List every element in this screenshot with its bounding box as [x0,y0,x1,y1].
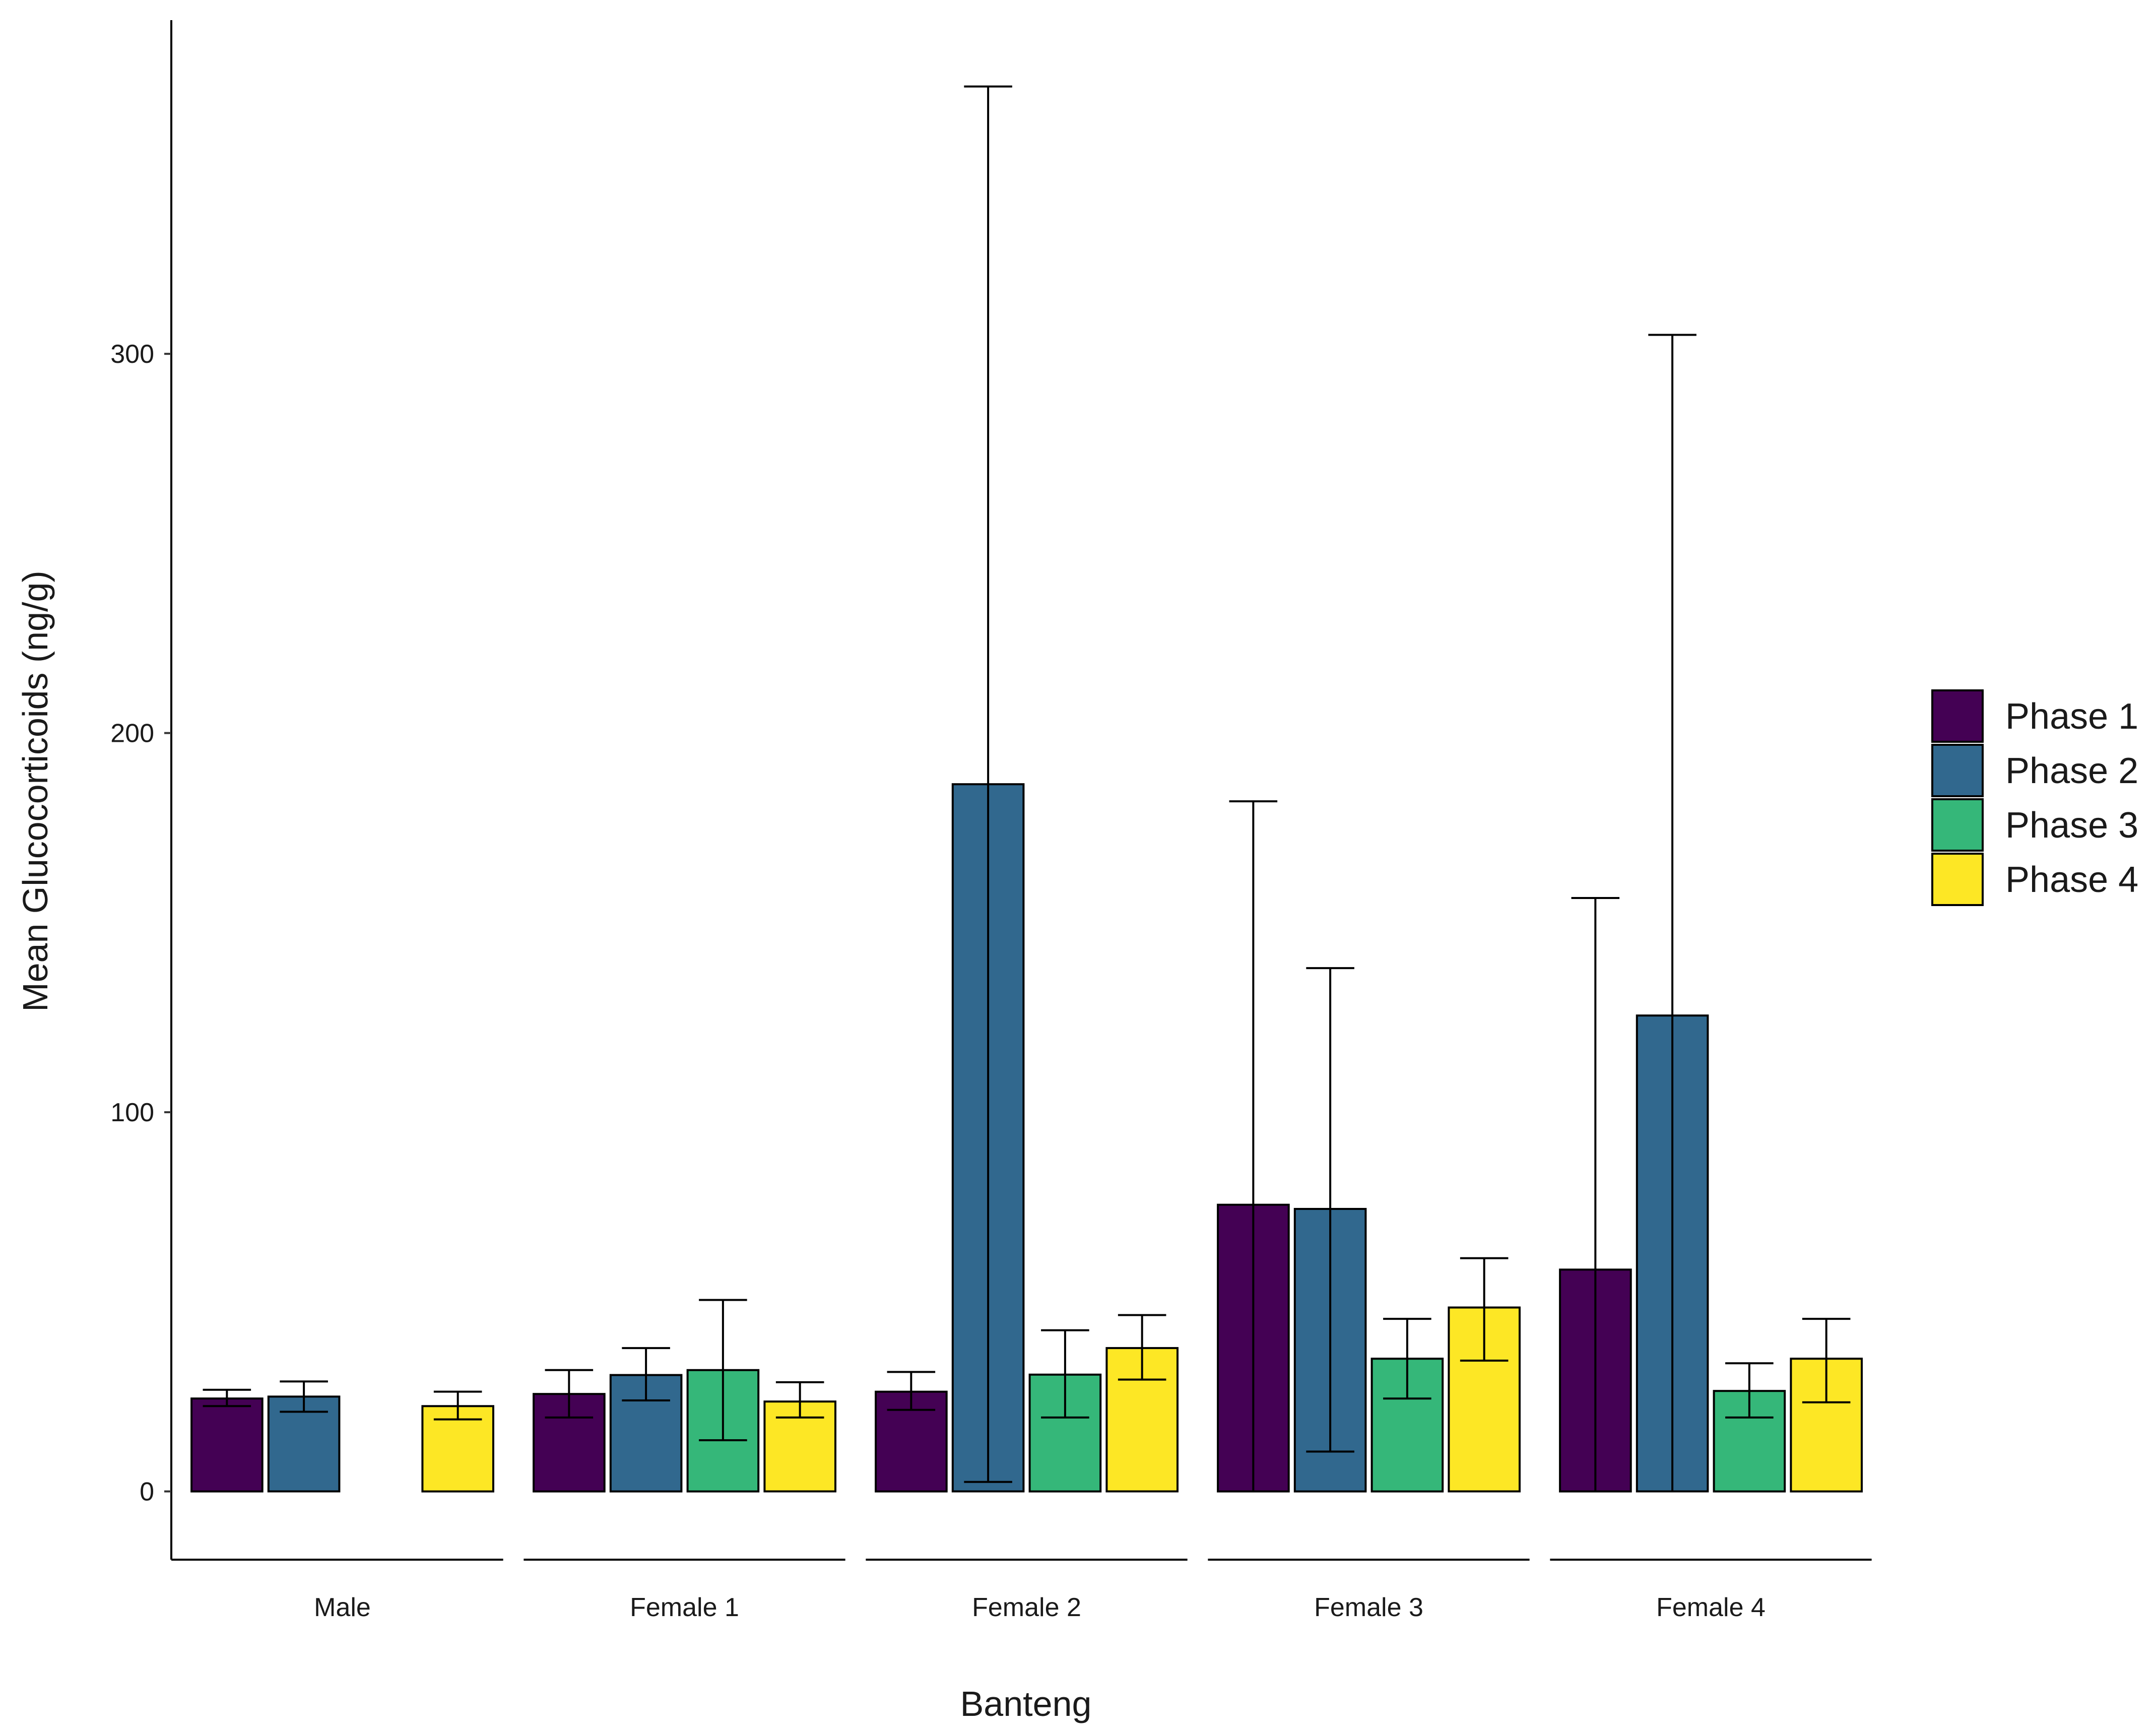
error-bar [280,1380,328,1413]
legend-item: Phase 1 [1931,689,2138,743]
legend-label: Phase 4 [2005,860,2138,900]
error-bar [1571,896,1620,1493]
error-bar [433,1390,482,1421]
x-tick-label: Female 3 [1314,1593,1423,1622]
x-tick-label: Female 2 [972,1593,1081,1622]
error-bar [1725,1362,1774,1419]
y-tick-label: 0 [140,1478,154,1507]
error-bar [545,1369,594,1419]
legend-item: Phase 4 [1931,853,2138,906]
legend-label: Phase 2 [2005,751,2138,791]
error-bar [203,1388,251,1407]
legend-swatch [1931,853,1984,906]
error-bar [1306,967,1354,1453]
bar [190,1397,264,1493]
legend-swatch [1931,689,1984,743]
legend-label: Phase 3 [2005,805,2138,846]
legend-swatch [1931,798,1984,852]
legend-item: Phase 2 [1931,744,2138,797]
x-tick-label: Female 1 [630,1593,739,1622]
error-bar [1229,800,1278,1493]
y-axis-title: Mean Glucocorticoids (ng/g) [16,570,55,1011]
error-bar [699,1299,747,1441]
error-bar [1383,1318,1431,1400]
error-bar [622,1347,670,1401]
error-bar [1648,334,1696,1493]
error-bar [1118,1314,1166,1381]
error-bars-layer [203,85,1851,1493]
error-bar [1041,1329,1089,1419]
error-bar [1460,1257,1509,1362]
legend-item: Phase 3 [1931,798,2138,852]
error-bar [887,1371,936,1411]
legend: Phase 1 Phase 2 Phase 3 Phase 4 [1931,689,2138,906]
error-bar [1802,1318,1851,1403]
y-tick-label: 300 [110,340,154,369]
x-tick-label: Male [314,1593,371,1622]
x-axis-title: Banteng [960,1684,1092,1723]
axes-layer: 0 100 200 300 Male Female 1 Female 2 Female 3 Fe… [110,20,1872,1622]
legend-label: Phase 1 [2005,696,2138,737]
x-tick-label: Female 4 [1656,1593,1766,1622]
error-bar [964,85,1012,1483]
error-bar [775,1381,824,1419]
legend-swatch [1931,744,1984,797]
y-tick-label: 200 [110,719,154,748]
y-tick-label: 100 [110,1098,154,1127]
